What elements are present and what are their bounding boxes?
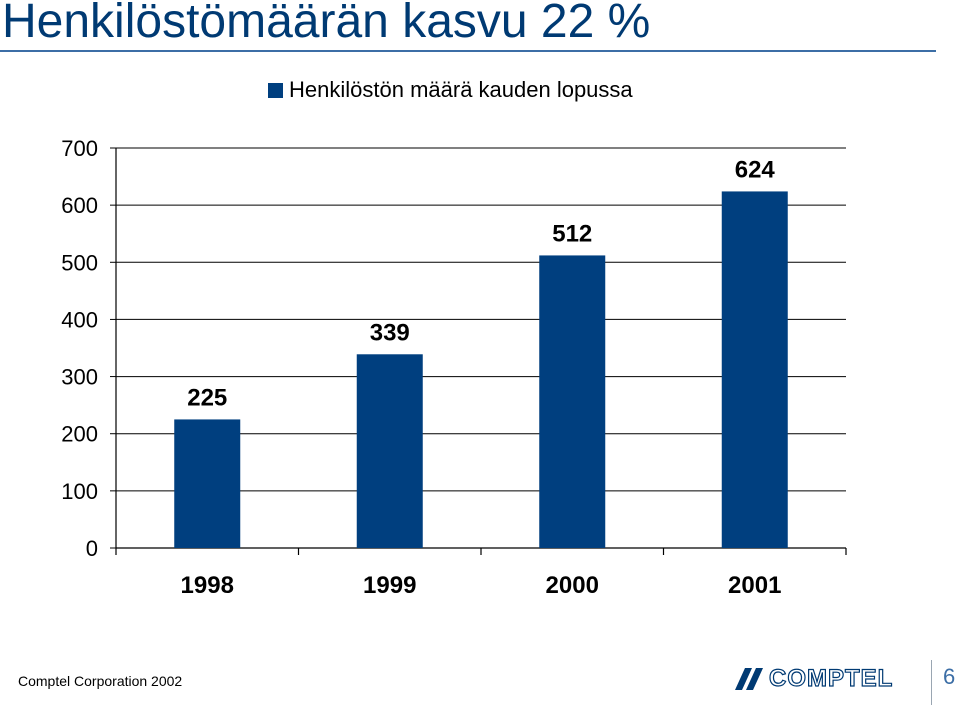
bar xyxy=(174,419,241,548)
y-tick-label: 600 xyxy=(61,193,98,218)
y-tick-label: 200 xyxy=(61,422,98,447)
data-label: 225 xyxy=(187,384,227,411)
page-separator xyxy=(931,660,932,705)
x-tick-label: 2000 xyxy=(546,572,599,599)
x-tick-label: 2001 xyxy=(728,572,781,599)
logo-mark-icon xyxy=(735,668,763,690)
y-tick-label: 0 xyxy=(86,536,98,561)
y-tick-label: 100 xyxy=(61,479,98,504)
logo-text: COMPTEL xyxy=(768,664,894,692)
x-tick-label: 1999 xyxy=(363,572,416,599)
slide-title: Henkilöstömäärän kasvu 22 % xyxy=(2,0,651,48)
data-label: 339 xyxy=(370,319,410,346)
bar xyxy=(539,255,606,548)
y-tick-label: 500 xyxy=(61,250,98,275)
y-tick-label: 700 xyxy=(61,136,98,161)
footer-copyright: Comptel Corporation 2002 xyxy=(18,673,183,689)
data-label: 624 xyxy=(735,156,776,183)
page-number: 6 xyxy=(943,664,956,689)
x-tick-label: 1998 xyxy=(181,572,234,599)
bar xyxy=(356,354,423,548)
legend-swatch xyxy=(268,82,283,98)
comptel-logo: COMPTEL xyxy=(735,664,894,693)
title-rule xyxy=(0,50,936,52)
chart-legend: Henkilöstön määrä kauden lopussa xyxy=(268,77,633,103)
y-tick-label: 300 xyxy=(61,365,98,390)
bar xyxy=(721,191,788,548)
bar-chart: 0 100 200 300 400 500 600 700 225 1998 339 1999 512 2… xyxy=(61,136,847,599)
y-tick-label: 400 xyxy=(61,307,98,332)
legend-label: Henkilöstön määrä kauden lopussa xyxy=(289,77,633,102)
data-label: 512 xyxy=(552,220,592,247)
